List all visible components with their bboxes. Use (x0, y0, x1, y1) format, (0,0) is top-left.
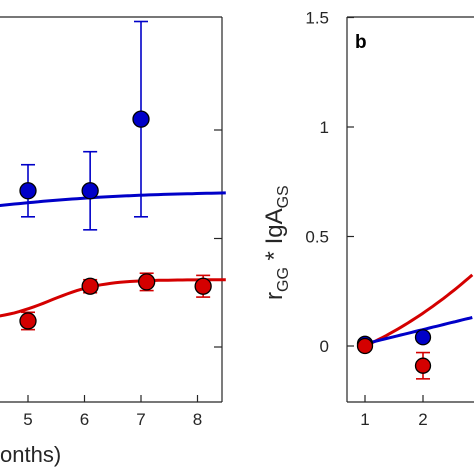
panel-a-x-tick-label: 6 (80, 410, 89, 429)
panel-a-red-point-2 (137, 273, 156, 291)
panel-b-y-tick-label: 1 (320, 118, 329, 137)
panel-b-letter: b (355, 32, 367, 53)
panel-b-x-tick-label: 1 (360, 410, 369, 429)
panel-a-x-axis-title: onths) (0, 442, 61, 467)
panel-a-red-point-3 (194, 277, 212, 295)
panel-a-x-tick-label: 7 (136, 410, 145, 429)
panel-a-x-tick-label: 5 (23, 410, 32, 429)
panel-a-blue-point-3 (132, 110, 150, 128)
panel-a-right-ticks (214, 129, 222, 348)
panel-a-fit-curves (0, 191, 226, 318)
ylabel-mid: * IgA (261, 208, 288, 267)
panel-a-blue-fit (0, 191, 226, 208)
panel-a-red-fit (0, 278, 226, 318)
ylabel-sub2: GS (275, 185, 292, 208)
panel-a: 5 6 7 8 onths) (0, 16, 226, 467)
panel-b-y-axis-title: rGG * IgAGS (261, 185, 292, 300)
panel-b-y-tick-label: 1.5 (305, 9, 329, 28)
panel-b-y-tick-label: 0 (320, 337, 329, 356)
panel-a-blue-point-2 (81, 182, 99, 200)
panel-a-blue-point-1 (19, 182, 37, 200)
panel-b-blue-point-1 (414, 329, 432, 346)
panel-b-red-fit (364, 273, 474, 348)
ylabel-main: r (261, 292, 288, 300)
panel-b-x-tick-label: 2 (418, 410, 427, 429)
panel-b-points (356, 329, 432, 380)
panel-b-red-point-1 (414, 357, 432, 374)
panel-a-red-point-0 (19, 312, 37, 330)
panel-a-red-point-1 (81, 277, 99, 295)
panel-a-x-ticks: 5 6 7 8 (23, 395, 202, 429)
ylabel-sub1: GG (275, 267, 292, 292)
panel-b-y-tick-label: 0.5 (305, 228, 329, 247)
panel-b-y-ticks: 1.5 1 0.5 0 (305, 9, 354, 356)
panel-a-points (19, 20, 212, 331)
panel-b-red-point-0 (356, 337, 374, 355)
panel-a-x-tick-label: 8 (193, 410, 202, 429)
